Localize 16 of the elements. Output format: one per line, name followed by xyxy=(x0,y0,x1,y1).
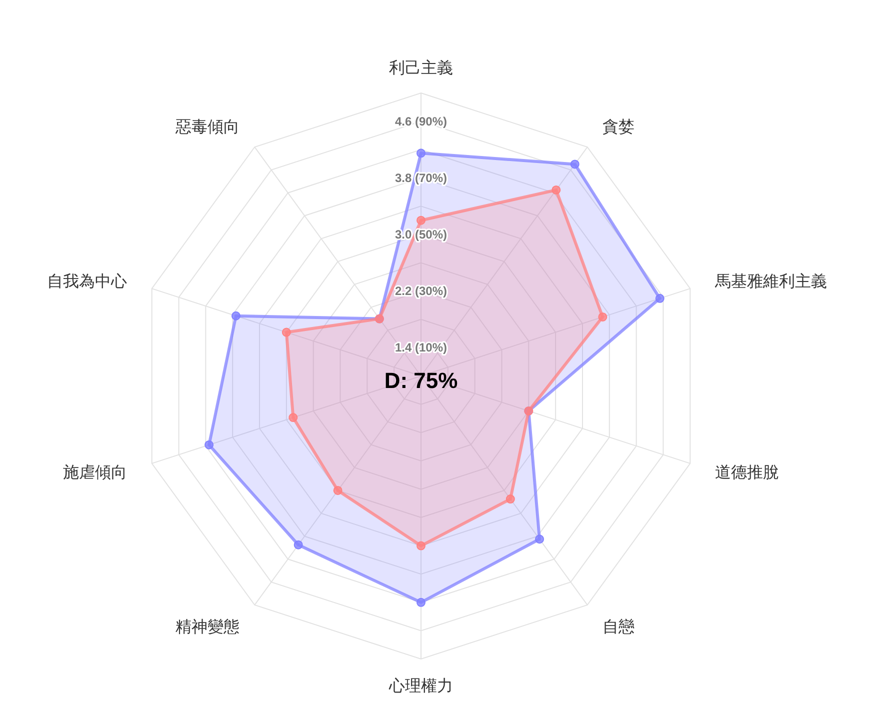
spoke-label: 精神變態 xyxy=(175,618,240,636)
spoke-label: 心理權力 xyxy=(388,677,453,695)
text: D: 75% xyxy=(384,368,458,393)
spoke-label: 自我為中心 xyxy=(47,272,128,291)
spoke-label: 利己主義 xyxy=(389,59,453,77)
spoke-label: 貪婪 xyxy=(602,118,635,136)
spoke-label: 施虐傾向 xyxy=(63,463,128,482)
y-tick-label: 2.2 (30%) xyxy=(394,284,448,298)
spoke-label: 道德推脫 xyxy=(714,464,779,482)
y-tick-label: 3.8 (70%) xyxy=(394,170,448,185)
y-tick-label: 3.0 (50%) xyxy=(394,228,448,242)
spoke-label: 馬基雅維利主義 xyxy=(714,272,827,291)
y-tick-label: 1.4 (10%) xyxy=(394,340,448,355)
spoke-label: 自戀 xyxy=(602,618,635,636)
y-tick-label: 4.6 (90%) xyxy=(394,114,448,128)
spoke-label: 惡毒傾向 xyxy=(174,118,240,136)
